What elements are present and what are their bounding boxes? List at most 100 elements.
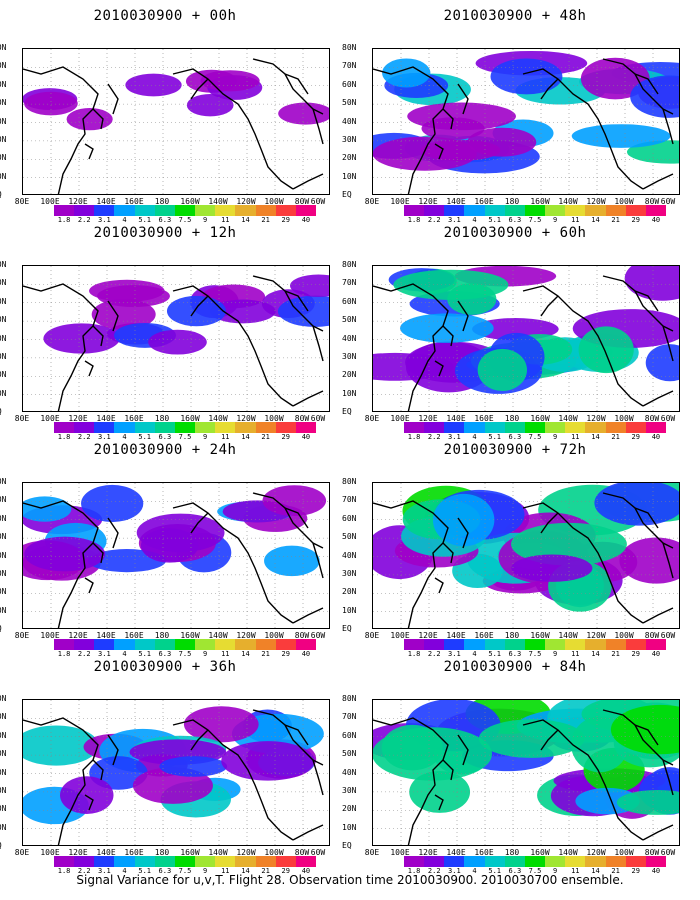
x-tick-label: 100W	[264, 414, 284, 423]
colorbar-label: 29	[281, 433, 290, 441]
y-tick-label: 40N	[0, 116, 7, 126]
colorbar-swatch	[645, 856, 667, 867]
colorbar-swatch	[255, 422, 276, 433]
colorbar-swatch	[585, 422, 606, 433]
coastline	[662, 759, 674, 796]
variance-shading	[277, 295, 329, 327]
coastline	[373, 500, 449, 628]
colorbar	[54, 205, 317, 216]
colorbar-swatch	[54, 856, 75, 867]
colorbar-label: 2.2	[77, 216, 91, 224]
panel-title: 2010030900 + 84h	[443, 659, 587, 675]
colorbar-swatch	[74, 205, 95, 216]
y-tick-label: 10N	[342, 171, 357, 181]
colorbar-swatch	[504, 205, 525, 216]
colorbar-swatch	[524, 639, 546, 650]
y-tick-label: 70N	[342, 278, 357, 288]
colorbar-label: 4	[472, 867, 477, 875]
x-tick-label: 160E	[474, 631, 494, 640]
colorbar-label: 5.1	[138, 216, 152, 224]
x-tick-label: 80E	[364, 631, 380, 640]
colorbar-label: 1.8	[407, 867, 421, 875]
x-tick-label: 140E	[96, 631, 116, 640]
coastline	[373, 66, 449, 194]
colorbar-label: 40	[651, 216, 661, 224]
colorbar-swatch	[174, 422, 196, 433]
y-tick-label: 20N	[342, 804, 357, 814]
forecast-panel: 2010030900 + 24h 80N 70N 60N 50N 40N 30N 20N 10N…	[0, 442, 330, 658]
colorbar-swatch	[504, 422, 525, 433]
y-tick-label: 60N	[0, 296, 7, 306]
x-tick-label: 140E	[96, 414, 116, 423]
colorbar-swatch	[235, 422, 256, 433]
x-tick-label: 80W	[294, 848, 310, 857]
x-tick-label: 100W	[264, 631, 284, 640]
colorbar-swatch	[295, 856, 317, 867]
colorbar-label: 9	[203, 650, 208, 658]
colorbar-swatch	[235, 639, 256, 650]
colorbar-swatch	[275, 856, 296, 867]
colorbar-swatch	[255, 639, 276, 650]
x-tick-label: 140W	[558, 848, 578, 857]
map-plot	[22, 482, 330, 629]
colorbar-swatch	[424, 856, 445, 867]
map-svg	[373, 49, 679, 194]
y-tick-label: 20N	[0, 153, 7, 163]
coastline	[284, 507, 309, 529]
coastline	[172, 285, 294, 407]
x-tick-label: 140W	[558, 414, 578, 423]
coastline	[107, 517, 119, 549]
coastline	[190, 729, 209, 751]
y-tick-label: 50N	[342, 315, 357, 325]
variance-shading	[125, 73, 182, 97]
x-tick-label: 80E	[14, 631, 30, 640]
colorbar	[404, 639, 667, 650]
y-tick-label: 30N	[342, 785, 357, 795]
colorbar-label: 5.1	[488, 433, 502, 441]
x-tick-label: 160W	[530, 848, 550, 857]
colorbar-label: 5.1	[138, 867, 152, 875]
coastline	[457, 83, 469, 115]
y-tick-label: 60N	[342, 296, 357, 306]
x-tick-label: 80W	[294, 197, 310, 206]
variance-shading	[23, 725, 99, 766]
x-tick-label: 160W	[530, 197, 550, 206]
colorbar-swatch	[524, 205, 546, 216]
colorbar-label: 29	[281, 867, 290, 875]
x-tick-label: 120E	[68, 631, 88, 640]
colorbar-swatch	[154, 422, 175, 433]
map-svg	[373, 483, 679, 628]
map-svg	[23, 700, 329, 845]
y-tick-label: 10N	[0, 388, 7, 398]
colorbar-swatch	[545, 422, 566, 433]
coastline	[107, 83, 119, 115]
colorbar-label: 29	[631, 650, 640, 658]
colorbar-label: 40	[301, 867, 311, 875]
y-tick-label: 60N	[0, 730, 7, 740]
x-tick-label: 120E	[68, 848, 88, 857]
colorbar-swatch	[295, 205, 317, 216]
colorbar-label: 2.2	[427, 867, 441, 875]
coastline	[292, 824, 324, 841]
colorbar-label: 1.8	[407, 650, 421, 658]
variance-shading	[24, 91, 78, 116]
colorbar	[404, 856, 667, 867]
coastline	[662, 542, 674, 579]
variance-shading	[645, 344, 679, 382]
x-tick-label: 60W	[660, 414, 676, 423]
colorbar-label: 3.1	[98, 650, 111, 658]
colorbar-swatch	[134, 639, 155, 650]
colorbar-label: 29	[281, 650, 290, 658]
colorbar-swatch	[524, 422, 546, 433]
y-tick-label: 20N	[0, 804, 7, 814]
y-tick-label: 20N	[0, 370, 7, 380]
colorbar-label: 3.1	[448, 216, 461, 224]
x-tick-label: 160E	[474, 414, 494, 423]
y-tick-label: 80N	[0, 43, 7, 52]
coastline	[642, 173, 674, 190]
variance-shading	[91, 298, 156, 330]
colorbar-label: 11	[571, 650, 580, 658]
y-tick-label: 70N	[342, 495, 357, 505]
colorbar-swatch	[154, 205, 175, 216]
colorbar-swatch	[645, 205, 667, 216]
